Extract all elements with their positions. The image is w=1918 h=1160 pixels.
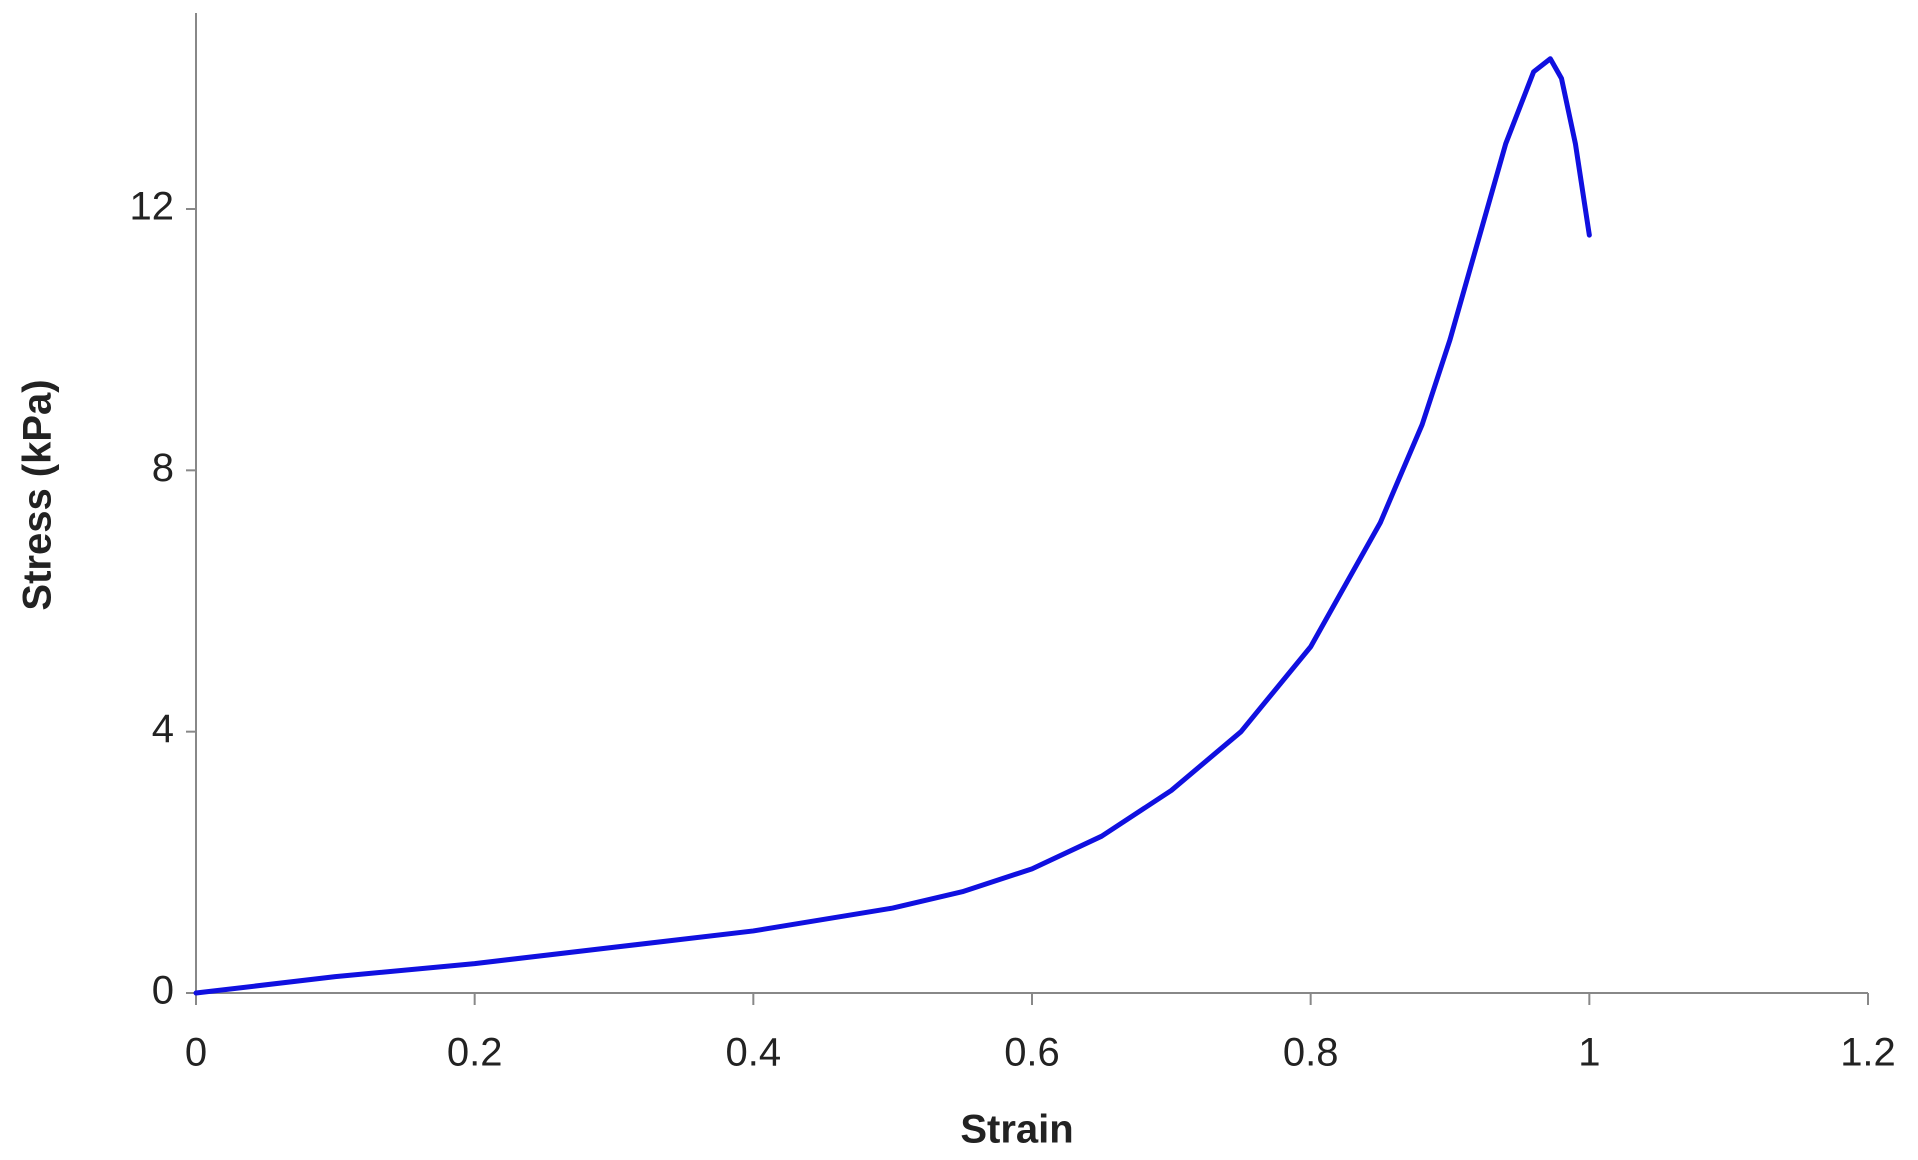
data-line <box>193 56 1592 996</box>
y-tick-label: 4 <box>152 707 174 751</box>
x-tick-label: 0.2 <box>447 1031 503 1075</box>
y-axis-title: Stress (kPa) <box>16 379 60 610</box>
x-tick-label: 0.8 <box>1283 1031 1339 1075</box>
y-tick-label: 12 <box>130 185 175 229</box>
x-tick-label: 0.4 <box>726 1031 782 1075</box>
x-tick-label: 1.2 <box>1840 1031 1896 1075</box>
y-tick-label: 0 <box>152 969 174 1013</box>
x-tick-label: 0.6 <box>1004 1031 1060 1075</box>
x-axis-title: Strain <box>960 1108 1073 1152</box>
x-tick-label: 1 <box>1578 1031 1600 1075</box>
x-tick-label: 0 <box>185 1031 207 1075</box>
y-tick-label: 8 <box>152 446 174 490</box>
